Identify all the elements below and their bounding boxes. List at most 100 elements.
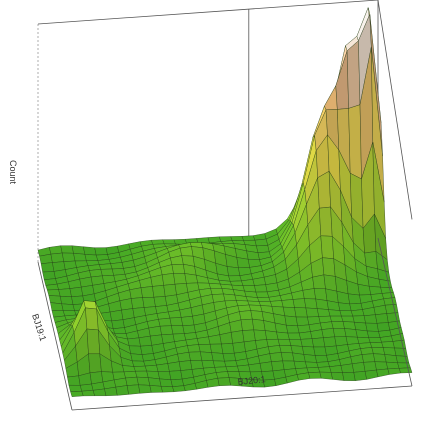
surface-facet: [123, 371, 138, 379]
surface-facet: [211, 352, 225, 362]
surface-facet: [179, 246, 194, 257]
surface-facet: [365, 322, 379, 332]
surface-facet: [70, 391, 84, 397]
surface-facet: [334, 336, 348, 347]
surface-facet: [319, 371, 333, 380]
surface-facet: [292, 352, 306, 363]
surface-facet: [364, 369, 379, 380]
surface-facet: [167, 361, 181, 372]
surface-facet: [188, 351, 203, 361]
surface-facet: [94, 247, 108, 256]
plot-box-front: [37, 0, 413, 411]
surface-facet: [323, 336, 337, 348]
surface-facet: [371, 347, 385, 355]
surface-facet: [156, 363, 170, 372]
surface-facet: [312, 274, 326, 289]
surface-facet: [232, 341, 246, 354]
surface-facet: [346, 40, 361, 109]
surface-facet: [247, 300, 261, 306]
surface-facet: [239, 310, 253, 320]
surface-facet: [50, 252, 65, 263]
box-edge-right-floor: [377, 237, 413, 387]
surface-facet: [88, 353, 102, 373]
surface-facet: [58, 288, 72, 297]
surface-facet: [228, 275, 242, 282]
surface-mesh: [37, 6, 413, 397]
surface-facet: [293, 360, 308, 369]
surface-facet: [201, 360, 215, 369]
surface-facet: [397, 362, 411, 369]
surface-facet: [298, 331, 313, 340]
surface-facet: [172, 385, 186, 392]
surface-facet: [127, 337, 141, 347]
surface-facet: [321, 328, 335, 338]
surface-facet: [111, 268, 126, 276]
surface-facet: [329, 365, 343, 373]
surface-facet: [221, 343, 235, 354]
surface-facet: [317, 366, 332, 373]
surface-facet: [138, 384, 152, 394]
box-edge-left-floor: [37, 261, 73, 411]
surface-facet: [190, 360, 204, 370]
surface-facet: [157, 371, 172, 380]
surface-facet: [314, 355, 329, 363]
surface-facet: [230, 236, 244, 241]
surface-facet: [344, 328, 358, 338]
surface-facet: [269, 352, 283, 362]
surface-facet: [281, 299, 295, 308]
surface-facet: [140, 286, 155, 298]
surface-facet: [142, 297, 156, 308]
surface-facet: [304, 298, 318, 309]
surface-facet: [282, 360, 296, 370]
surface-facet: [280, 352, 295, 362]
surface-facet: [351, 362, 366, 373]
surface-facet: [256, 245, 270, 253]
surface-facet: [40, 262, 55, 273]
surface-facet: [305, 307, 320, 318]
surface-facet: [241, 235, 256, 241]
surface-facet: [286, 325, 300, 334]
surface-facet: [254, 238, 269, 247]
surface-facet: [370, 342, 384, 348]
surface-facet: [61, 303, 75, 311]
surface-facet: [316, 308, 331, 317]
surface-facet: [279, 345, 293, 354]
surface-facet: [254, 284, 268, 293]
surface-facet: [322, 257, 336, 277]
surface-facet: [295, 316, 310, 326]
surface-facet: [128, 345, 143, 355]
surface-facet: [342, 372, 356, 381]
surface-facet: [126, 384, 141, 395]
surface-facet: [363, 361, 377, 372]
surface-facet: [259, 361, 274, 372]
surface-facet: [169, 370, 183, 380]
surface-facet: [271, 360, 285, 372]
surface-facet: [352, 315, 366, 324]
surface-facet: [115, 385, 129, 396]
surface-facet: [198, 344, 212, 353]
surface-facet: [270, 300, 284, 308]
surface-facet: [311, 337, 326, 348]
surface-facet: [73, 253, 87, 262]
surface-facet: [363, 314, 378, 324]
surface-facet: [171, 325, 185, 335]
surface-facet: [330, 372, 345, 381]
surface-facet: [210, 288, 224, 295]
z-axis-label: Count: [8, 160, 18, 185]
surface-facet: [398, 367, 413, 374]
surface-facet: [305, 361, 319, 369]
x-axis-label: BJ20:1: [237, 374, 266, 387]
surface-facet: [122, 365, 136, 373]
surface-facet: [169, 317, 184, 326]
surface-facet: [208, 283, 223, 289]
surface-facet: [47, 289, 61, 297]
surface-facet: [89, 371, 104, 385]
surface-facet: [224, 360, 238, 367]
surface-facet: [324, 85, 338, 110]
surface-facet: [83, 300, 97, 310]
surface-facet: [83, 246, 97, 256]
surface-facet: [335, 50, 349, 110]
surface-facet: [138, 335, 153, 347]
surface-facet: [284, 315, 298, 326]
surface-facet: [215, 371, 230, 379]
